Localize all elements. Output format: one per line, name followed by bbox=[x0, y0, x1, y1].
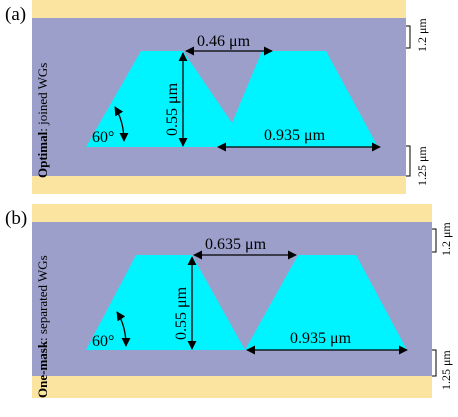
bottom-thickness-bracket-a bbox=[406, 145, 411, 177]
top-thickness-label-b: 1.2 μm bbox=[439, 222, 453, 256]
side-title-rest-b: : separated WGs bbox=[35, 255, 50, 341]
bottom-thickness-label-a: 1.25 μm bbox=[415, 146, 429, 186]
panel-b: (b) One-mask: separated WGs 0.635 μm 0.5… bbox=[5, 204, 453, 398]
angle-label-a: 60° bbox=[92, 129, 114, 146]
height-label-b: 0.55 μm bbox=[173, 286, 190, 340]
base-label-a: 0.935 μm bbox=[264, 127, 326, 144]
panel-a: (a) Optimal: joined WGs 0.46 μm 0.55 μm … bbox=[5, 0, 429, 194]
side-title-a: Optimal: joined WGs bbox=[35, 63, 50, 178]
bottom-cladding-layer-b bbox=[32, 376, 432, 398]
panel-label-a: (a) bbox=[5, 4, 26, 25]
bottom-thickness-label-b: 1.25 μm bbox=[439, 350, 453, 390]
right-waveguide-shape-b bbox=[245, 255, 407, 350]
top-cladding-layer-a bbox=[32, 0, 406, 18]
top-cladding-layer-b bbox=[32, 204, 432, 222]
top-thickness-bracket-a bbox=[406, 25, 411, 49]
joined-waveguides-shape-a bbox=[86, 51, 378, 147]
gap-label-a: 0.46 μm bbox=[197, 33, 251, 50]
side-title-bold-a: Optimal bbox=[35, 131, 50, 178]
top-thickness-bracket-b bbox=[432, 228, 437, 253]
panel-label-b: (b) bbox=[5, 208, 27, 229]
base-label-b: 0.935 μm bbox=[290, 330, 352, 347]
bottom-thickness-bracket-b bbox=[432, 349, 437, 377]
height-label-a: 0.55 μm bbox=[164, 82, 181, 136]
bottom-cladding-layer-a bbox=[32, 176, 406, 194]
angle-label-b: 60° bbox=[92, 333, 114, 350]
side-title-rest-a: : joined WGs bbox=[35, 63, 50, 132]
side-title-b: One-mask: separated WGs bbox=[35, 255, 50, 398]
angle-arc-b bbox=[116, 311, 131, 347]
gap-label-b: 0.635 μm bbox=[205, 236, 267, 253]
side-title-bold-b: One-mask bbox=[35, 340, 50, 398]
top-thickness-label-a: 1.2 μm bbox=[415, 18, 429, 52]
angle-arc-a bbox=[114, 106, 129, 142]
